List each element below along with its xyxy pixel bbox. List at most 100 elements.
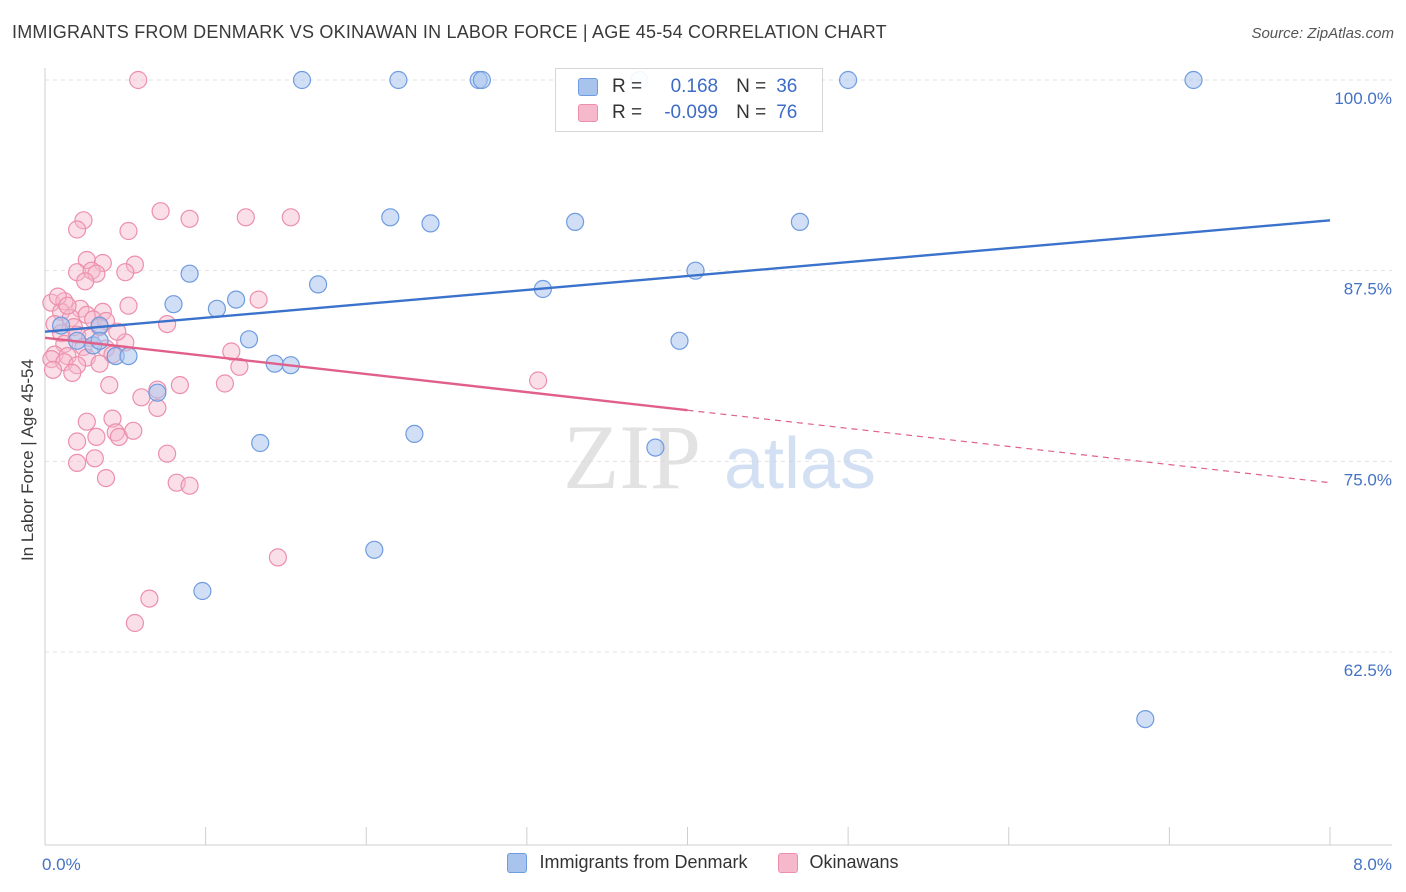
okinawan-point	[125, 613, 144, 633]
y-tick-label: 100.0%	[1334, 89, 1392, 108]
denmark-point	[148, 383, 167, 402]
denmark-point	[227, 290, 246, 309]
okinawan-point	[215, 374, 234, 393]
okinawan-point	[140, 589, 159, 608]
okinawan-point	[67, 220, 87, 239]
y-tick-label: 75.0%	[1344, 470, 1392, 489]
okinawan-point	[63, 363, 82, 382]
okinawan-point	[222, 342, 241, 361]
okinawan-point	[76, 272, 95, 291]
series-legend: Immigrants from Denmark Okinawans	[0, 852, 1406, 873]
trend-lines	[44, 219, 1331, 484]
okinawan-point	[108, 322, 127, 341]
denmark-point	[239, 330, 259, 349]
okinawan-point	[528, 371, 548, 390]
okinawan-point	[119, 221, 138, 241]
legend-n-value-denmark: 36	[776, 76, 798, 97]
denmark-point	[164, 295, 183, 314]
denmark-point	[90, 331, 109, 350]
stats-legend: R = 0.168 N = 36 R = -0.099 N = 76	[555, 68, 823, 132]
legend-row-okinawans: R = -0.099 N = 76	[578, 101, 797, 125]
chart-source: Source: ZipAtlas.com	[1251, 25, 1394, 42]
denmark-point	[207, 299, 226, 318]
y-tick-label: 87.5%	[1344, 280, 1392, 299]
legend-r-label: R =	[612, 76, 643, 97]
denmark-point	[309, 275, 328, 294]
okinawan-point	[268, 548, 287, 567]
okinawan-point	[180, 476, 199, 495]
okinawan-point	[85, 449, 104, 468]
denmark-point	[790, 212, 810, 231]
legend-item-denmark[interactable]: Immigrants from Denmark	[507, 852, 748, 873]
okinawan-point	[100, 376, 119, 395]
denmark-point	[1136, 709, 1155, 729]
okinawan-point	[170, 376, 189, 395]
trend-line-denmark	[44, 219, 1331, 333]
legend-item-okinawans[interactable]: Okinawans	[777, 852, 899, 873]
axes	[44, 68, 1392, 846]
okinawan-point	[96, 469, 116, 488]
legend-swatch-okinawans	[777, 852, 798, 873]
legend-r-value-okinawans: -0.099	[664, 102, 719, 123]
okinawan-point	[158, 444, 177, 463]
okinawan-point	[151, 202, 170, 221]
denmark-point	[565, 212, 585, 231]
y-tick-labels: 62.5% 75.0% 87.5% 100.0%	[1334, 89, 1392, 680]
legend-n-value-okinawans: 76	[776, 102, 798, 123]
legend-label-okinawans: Okinawans	[809, 852, 899, 872]
denmark-point	[180, 264, 199, 283]
okinawan-point	[77, 412, 96, 431]
denmark-point	[421, 214, 440, 233]
okinawan-point	[67, 453, 87, 472]
okinawan-point	[249, 290, 268, 309]
okinawan-point	[125, 255, 144, 274]
okinawan-point	[87, 427, 106, 446]
legend-label-denmark: Immigrants from Denmark	[539, 852, 748, 872]
okinawan-point	[90, 354, 109, 373]
watermark: ZIP atlas	[563, 406, 876, 508]
okinawan-point	[103, 409, 122, 428]
gridlines	[45, 79, 1392, 653]
denmark-point	[670, 331, 689, 350]
y-tick-label: 62.5%	[1344, 661, 1392, 680]
denmark-point	[193, 581, 212, 601]
legend-swatch-denmark	[507, 852, 528, 873]
okinawan-point	[129, 70, 148, 90]
denmark-point	[838, 70, 858, 90]
okinawan-point	[43, 360, 63, 379]
okinawan-point	[82, 261, 101, 280]
okinawan-point	[58, 296, 77, 315]
denmark-point	[292, 70, 312, 90]
okinawan-point	[148, 398, 167, 417]
okinawan-point	[116, 263, 135, 282]
trend-line-okinawans-extrapolated	[687, 409, 1331, 484]
okinawan-point	[124, 421, 143, 440]
watermark-atlas: atlas	[724, 424, 876, 504]
legend-row-denmark: R = 0.168 N = 36	[578, 75, 797, 99]
okinawan-point	[48, 287, 68, 306]
okinawan-point	[236, 208, 255, 227]
denmark-point	[251, 433, 270, 453]
chart-title: IMMIGRANTS FROM DENMARK VS OKINAWAN IN L…	[12, 22, 887, 42]
denmark-point	[119, 347, 138, 366]
okinawan-point	[180, 209, 199, 228]
legend-n-label: N =	[736, 76, 767, 97]
okinawan-point	[67, 432, 87, 451]
watermark-zip: ZIP	[563, 406, 701, 508]
legend-swatch-blue	[578, 78, 598, 96]
okinawan-point	[281, 208, 300, 227]
denmark-points	[51, 70, 1203, 729]
x-tick-labels: 0.0% 8.0%	[42, 855, 1392, 874]
legend-swatch-pink	[578, 104, 598, 122]
denmark-point	[1184, 70, 1203, 90]
okinawan-point	[74, 211, 93, 230]
x-tick-label: 0.0%	[42, 855, 81, 874]
denmark-point	[381, 208, 400, 227]
okinawan-point	[132, 388, 151, 407]
denmark-point	[646, 438, 665, 457]
denmark-point	[405, 424, 424, 443]
okinawan-point	[119, 296, 138, 315]
denmark-point	[389, 70, 408, 90]
okinawan-point	[230, 357, 249, 376]
